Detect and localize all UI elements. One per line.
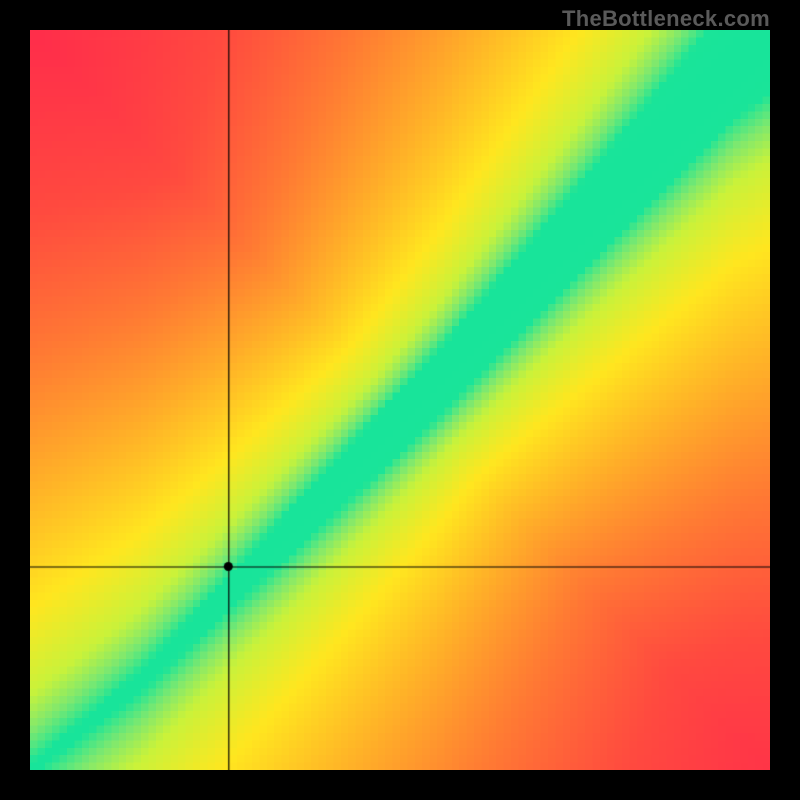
- bottleneck-heatmap: [30, 30, 770, 770]
- chart-container: TheBottleneck.com: [0, 0, 800, 800]
- watermark-text: TheBottleneck.com: [562, 6, 770, 32]
